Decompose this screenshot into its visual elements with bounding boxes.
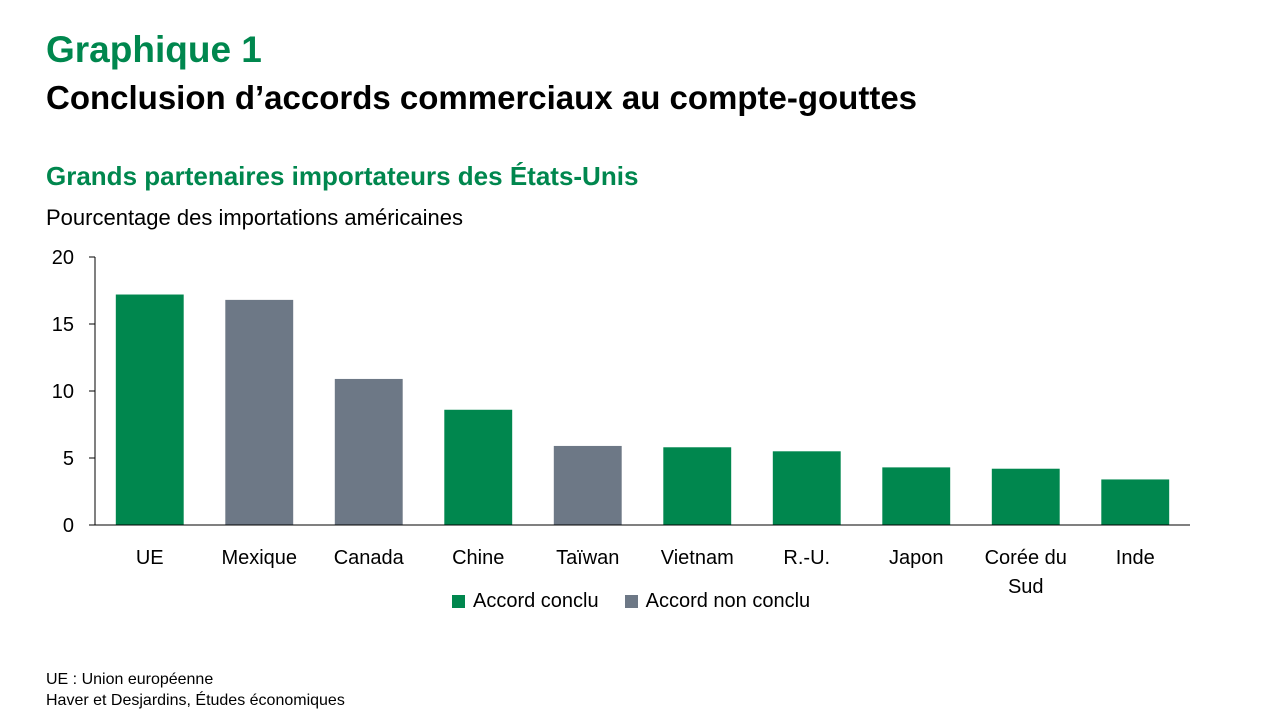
x-tick-label-5: Vietnam <box>661 547 734 569</box>
footnotes: UE : Union européenne Haver et Desjardin… <box>46 669 345 711</box>
legend-swatch-conclu <box>452 595 465 608</box>
x-tick-label-6: R.-U. <box>783 547 830 569</box>
legend-swatch-non-conclu <box>624 595 638 608</box>
legend-label-non-conclu: Accord non conclu <box>645 590 811 612</box>
x-tick-label-9: Inde <box>1116 547 1155 569</box>
x-tick-label-4: Taïwan <box>556 547 619 569</box>
x-tick-label-8-line-1: Sud <box>1008 576 1044 598</box>
x-tick-label-1: Mexique <box>221 547 297 569</box>
bar-9 <box>1101 479 1170 525</box>
x-tick-label-2: Canada <box>334 547 405 569</box>
bar-6 <box>772 451 841 525</box>
page-title: Conclusion d’accords commerciaux au comp… <box>46 79 918 116</box>
x-tick-label-7: Japon <box>889 547 944 569</box>
y-tick-label-3: 15 <box>52 314 74 336</box>
x-tick-label-8-line-0: Corée du <box>985 547 1067 569</box>
bar-1 <box>225 299 294 525</box>
bar-7 <box>882 467 951 525</box>
bar-5 <box>663 447 732 525</box>
y-axis-label: Pourcentage des importations américaines <box>46 205 464 230</box>
footnote-abbreviation: UE : Union européenne <box>46 671 214 688</box>
y-tick-label-1: 5 <box>63 448 74 470</box>
footnote-source: Haver et Desjardins, Études économiques <box>46 692 345 709</box>
x-tick-label-0: UE <box>136 547 164 569</box>
bar-4 <box>553 445 622 525</box>
legend-item-conclu: Accord conclu <box>452 590 599 613</box>
chart-title: Grands partenaires importateurs des État… <box>46 161 639 191</box>
chart-legend: Accord conclu Accord non conclu <box>452 590 824 613</box>
bar-0 <box>115 294 184 525</box>
y-tick-label-4: 20 <box>52 247 74 269</box>
legend-item-non-conclu: Accord non conclu <box>624 590 811 613</box>
graph-number: Graphique 1 <box>46 29 262 70</box>
bar-8 <box>991 468 1060 525</box>
y-tick-label-2: 10 <box>52 381 74 403</box>
x-tick-label-3: Chine <box>452 547 504 569</box>
y-tick-label-0: 0 <box>63 515 74 537</box>
bar-2 <box>334 378 403 525</box>
legend-label-conclu: Accord conclu <box>473 590 599 612</box>
bar-3 <box>444 409 513 525</box>
